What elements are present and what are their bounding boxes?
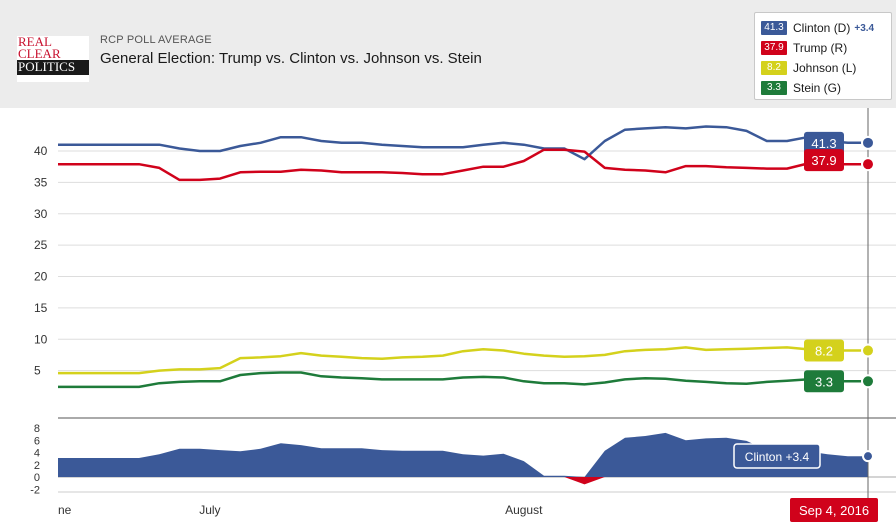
end-dot-stein — [861, 374, 875, 389]
end-label-johnson: 8.2 — [815, 344, 833, 359]
end-badge-stein — [804, 370, 844, 393]
legend-value-trump: 37.9 — [761, 41, 787, 55]
rcp-logo[interactable]: REAL CLEAR POLITICS — [17, 34, 89, 82]
end-label-stein: 3.3 — [815, 374, 833, 389]
chart-header: REAL CLEAR POLITICS RCP POLL AVERAGE Gen… — [0, 0, 896, 108]
logo-line-2: CLEAR — [18, 46, 61, 61]
spread-end-dot — [862, 450, 874, 463]
legend: 41.3 Clinton (D) +3.4 37.9 Trump (R) 8.2… — [754, 12, 892, 100]
spread-tick-4: 4 — [34, 448, 40, 460]
series-line-stein — [58, 371, 868, 389]
legend-item-trump[interactable]: 37.9 Trump (R) — [761, 40, 847, 56]
legend-label-clinton: Clinton (D) — [793, 21, 851, 35]
y-tick-35: 35 — [34, 175, 48, 189]
end-badge-johnson — [804, 339, 844, 362]
legend-item-clinton[interactable]: 41.3 Clinton (D) +3.4 — [761, 20, 874, 36]
legend-value-clinton: 41.3 — [761, 21, 787, 35]
y-tick-40: 40 — [34, 144, 48, 158]
date-badge-label: Sep 4, 2016 — [799, 503, 869, 518]
legend-item-johnson[interactable]: 8.2 Johnson (L) — [761, 60, 856, 76]
y-tick-25: 25 — [34, 238, 48, 252]
series-line-johnson — [58, 346, 868, 375]
spread-area-trump — [58, 477, 868, 485]
chart-title: General Election: Trump vs. Clinton vs. … — [100, 50, 482, 67]
end-badge-clinton — [804, 131, 844, 154]
end-label-clinton: 41.3 — [811, 136, 836, 151]
end-dot-clinton — [861, 135, 875, 150]
x-tick-ne: ne — [58, 503, 72, 517]
spread-tick-0: 0 — [34, 472, 40, 484]
spread-badge — [733, 443, 821, 469]
legend-value-stein: 3.3 — [761, 81, 787, 95]
x-tick-august: August — [505, 503, 543, 517]
spread-tick-6: 6 — [34, 435, 40, 447]
y-tick-20: 20 — [34, 270, 48, 284]
legend-value-johnson: 8.2 — [761, 61, 787, 75]
spread-tick--2: -2 — [30, 484, 40, 496]
y-tick-5: 5 — [34, 364, 41, 378]
logo-line-3: POLITICS — [17, 60, 89, 75]
spread-tick-2: 2 — [34, 460, 40, 472]
spread-tick-8: 8 — [34, 423, 40, 435]
legend-label-stein: Stein (G) — [793, 81, 842, 95]
spread-badge-label: Clinton +3.4 — [745, 450, 810, 464]
y-tick-30: 30 — [34, 207, 48, 221]
x-tick-july: July — [199, 503, 220, 517]
legend-label-johnson: Johnson (L) — [793, 61, 857, 75]
end-label-trump: 37.9 — [811, 153, 836, 168]
y-tick-15: 15 — [34, 301, 48, 315]
series-line-trump — [58, 148, 868, 182]
legend-label-trump: Trump (R) — [793, 41, 848, 55]
end-dot-trump — [861, 157, 875, 172]
legend-spread: +3.4 — [854, 22, 875, 34]
legend-item-stein[interactable]: 3.3 Stein (G) — [761, 80, 841, 96]
end-badge-trump — [804, 149, 844, 172]
date-badge — [790, 498, 878, 522]
spread-area-clinton — [58, 432, 868, 477]
y-tick-10: 10 — [34, 332, 48, 346]
chart-subtitle: RCP POLL AVERAGE — [100, 34, 212, 46]
end-dot-johnson — [861, 343, 875, 358]
logo-line-1: REAL — [18, 34, 52, 49]
series-line-clinton — [58, 125, 868, 161]
